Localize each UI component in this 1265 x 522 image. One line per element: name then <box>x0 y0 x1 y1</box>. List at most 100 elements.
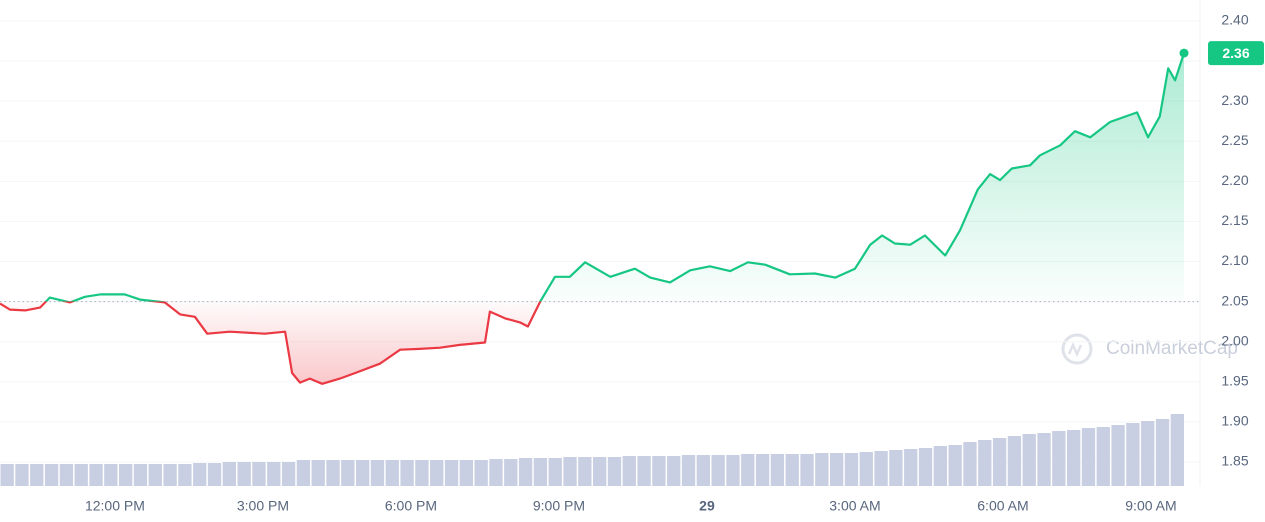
volume-bar <box>800 454 814 486</box>
volume-bar <box>252 462 266 486</box>
volume-bar <box>311 460 325 486</box>
volume-bar <box>755 454 770 486</box>
volume-bar <box>89 464 103 486</box>
x-tick-label: 3:00 AM <box>829 498 880 514</box>
price-tag <box>1208 41 1264 66</box>
y-tick-label: 2.30 <box>1221 92 1248 108</box>
volume-bar <box>815 453 829 486</box>
volume-bar <box>267 462 281 486</box>
volume-bar <box>652 456 666 486</box>
volume-bar <box>504 459 518 486</box>
volume-bar <box>978 440 992 486</box>
y-tick-label: 2.05 <box>1221 292 1248 308</box>
volume-bar <box>59 464 74 486</box>
volume-bar <box>237 462 251 486</box>
price-tag-label: 2.36 <box>1222 45 1249 61</box>
volume-bar <box>104 464 118 486</box>
volume-bar <box>1022 434 1036 486</box>
volume-bar <box>874 451 888 486</box>
volume-bar <box>711 455 725 486</box>
x-tick-label: 12:00 PM <box>85 498 145 514</box>
volume-bar <box>1052 431 1066 486</box>
volume-bar <box>74 464 88 486</box>
volume-bar <box>1067 430 1081 486</box>
volume-bar <box>385 460 399 486</box>
y-tick-label: 1.90 <box>1221 413 1248 429</box>
last-point <box>1179 48 1189 58</box>
volume-bar <box>193 463 207 486</box>
x-tick-label: 6:00 AM <box>977 498 1028 514</box>
volume-bar <box>133 464 148 486</box>
y-tick-label: 2.20 <box>1221 172 1248 188</box>
volume-bar <box>622 456 636 486</box>
volume-bar <box>119 464 133 486</box>
x-tick-label: 3:00 PM <box>237 498 289 514</box>
volume-bar <box>726 455 740 486</box>
x-tick-label: 9:00 AM <box>1125 498 1176 514</box>
volume-bar <box>563 457 577 486</box>
volume-bar <box>1007 436 1022 486</box>
volume-bar <box>1096 427 1110 486</box>
volume-bar <box>518 458 533 486</box>
volume-bar <box>0 464 14 486</box>
volume-bar <box>430 460 444 486</box>
volume-bar <box>44 464 59 486</box>
volume-bar <box>1141 421 1155 486</box>
volume-bar <box>1081 428 1096 486</box>
volume-bar <box>681 455 696 486</box>
volume-bar <box>963 442 977 486</box>
volume-bar <box>489 459 503 486</box>
y-tick-label: 2.15 <box>1221 212 1248 228</box>
volume-bar <box>459 460 473 486</box>
volume-bar <box>281 462 296 486</box>
x-tick-label: 6:00 PM <box>385 498 437 514</box>
volume-bar <box>356 460 370 486</box>
volume-bar <box>918 448 933 486</box>
y-tick-label: 1.85 <box>1221 453 1248 469</box>
volume-bar <box>207 463 222 486</box>
volume-bar <box>296 460 311 486</box>
volume-bar <box>904 449 918 486</box>
volume-bar <box>178 464 192 486</box>
volume-bar <box>1170 414 1184 486</box>
volume-bar <box>830 453 844 486</box>
volume-bar <box>578 457 592 486</box>
volume-bar <box>667 456 681 486</box>
y-tick-label: 2.40 <box>1221 12 1248 28</box>
watermark-logo <box>1061 333 1093 365</box>
volume-bar <box>696 455 710 486</box>
volume-bar <box>148 464 162 486</box>
volume-bar <box>933 446 947 486</box>
volume-bar <box>533 458 548 486</box>
volume-bar <box>1126 423 1140 486</box>
volume-bar <box>474 460 488 486</box>
x-tick-label: 29 <box>699 498 715 514</box>
volume-bar <box>741 454 755 486</box>
volume-bar <box>607 457 622 486</box>
x-tick-label: 9:00 PM <box>533 498 585 514</box>
volume-bar <box>15 464 29 486</box>
volume-bar <box>548 458 562 486</box>
y-tick-label: 1.95 <box>1221 372 1248 388</box>
volume-bar <box>1111 425 1125 486</box>
volume-bar <box>770 454 785 486</box>
volume-bar <box>859 452 873 486</box>
volume-bar <box>341 460 355 486</box>
volume-bar <box>948 445 962 486</box>
y-tick-label: 2.25 <box>1221 132 1248 148</box>
volume-bar <box>326 460 340 486</box>
volume-bar <box>400 460 414 486</box>
volume-bar <box>163 464 177 486</box>
volume-bar <box>415 460 429 486</box>
volume-bar <box>844 453 859 486</box>
area <box>0 53 1185 384</box>
watermark: CoinMarketCap <box>1106 338 1238 359</box>
volume-bar <box>370 460 385 486</box>
volume-bar <box>444 460 459 486</box>
volume-bar <box>1037 433 1051 486</box>
volume-bar <box>785 454 799 486</box>
volume-bar <box>222 462 236 486</box>
volume-bar <box>889 450 903 486</box>
volume-bar <box>593 457 607 486</box>
